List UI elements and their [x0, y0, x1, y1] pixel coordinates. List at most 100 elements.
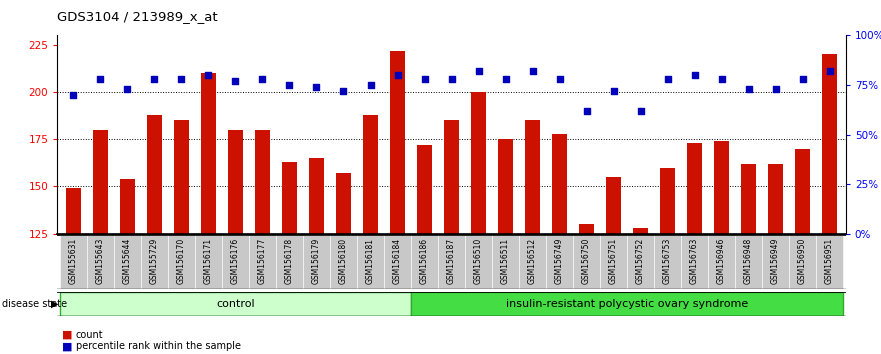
Text: GSM156178: GSM156178: [285, 238, 294, 284]
Bar: [525, 120, 540, 354]
Bar: [309, 158, 324, 354]
Bar: [93, 130, 107, 354]
Point: [121, 86, 135, 92]
Text: GSM155729: GSM155729: [150, 238, 159, 284]
Text: GSM156184: GSM156184: [393, 238, 402, 284]
Bar: [384, 235, 411, 289]
Bar: [579, 224, 594, 354]
Bar: [465, 235, 492, 289]
Bar: [708, 235, 735, 289]
Bar: [735, 235, 762, 289]
Point: [796, 76, 810, 82]
Point: [823, 68, 837, 74]
Text: GSM155631: GSM155631: [69, 238, 78, 284]
Point: [687, 72, 701, 78]
Text: ▶: ▶: [51, 299, 59, 309]
Text: GSM156171: GSM156171: [204, 238, 213, 284]
Text: GSM156186: GSM156186: [420, 238, 429, 284]
Bar: [330, 235, 357, 289]
Point: [606, 88, 620, 94]
Text: GSM155643: GSM155643: [96, 238, 105, 285]
Point: [309, 84, 323, 90]
Bar: [633, 228, 648, 354]
Bar: [228, 130, 243, 354]
Text: GSM156181: GSM156181: [366, 238, 375, 284]
Bar: [762, 235, 789, 289]
Bar: [498, 139, 513, 354]
Bar: [276, 235, 303, 289]
Bar: [303, 235, 330, 289]
Bar: [816, 235, 843, 289]
Bar: [60, 235, 87, 289]
Point: [471, 68, 485, 74]
Bar: [573, 235, 600, 289]
Bar: [606, 177, 621, 354]
Text: GDS3104 / 213989_x_at: GDS3104 / 213989_x_at: [57, 10, 218, 23]
Bar: [417, 145, 432, 354]
Point: [228, 78, 242, 84]
Bar: [789, 235, 816, 289]
Text: GSM156749: GSM156749: [555, 238, 564, 285]
Bar: [201, 73, 216, 354]
Bar: [255, 130, 270, 354]
Text: ■: ■: [62, 341, 72, 351]
Bar: [357, 235, 384, 289]
Bar: [249, 235, 276, 289]
Bar: [660, 167, 675, 354]
Bar: [768, 164, 783, 354]
Text: GSM156763: GSM156763: [690, 238, 699, 285]
Bar: [411, 235, 438, 289]
Text: percentile rank within the sample: percentile rank within the sample: [76, 341, 241, 351]
Bar: [390, 51, 405, 354]
Bar: [141, 235, 168, 289]
Bar: [546, 235, 573, 289]
Bar: [195, 235, 222, 289]
Bar: [444, 120, 459, 354]
Text: GSM156512: GSM156512: [528, 238, 537, 284]
Point: [444, 76, 458, 82]
Text: insulin-resistant polycystic ovary syndrome: insulin-resistant polycystic ovary syndr…: [506, 299, 748, 309]
Point: [525, 68, 539, 74]
Text: GSM156750: GSM156750: [582, 238, 591, 285]
Point: [714, 76, 729, 82]
Point: [552, 76, 566, 82]
Text: GSM156180: GSM156180: [339, 238, 348, 284]
Bar: [168, 235, 195, 289]
Point: [418, 76, 432, 82]
Point: [147, 76, 161, 82]
Text: GSM156177: GSM156177: [258, 238, 267, 284]
Text: GSM156753: GSM156753: [663, 238, 672, 285]
Text: GSM156170: GSM156170: [177, 238, 186, 284]
Point: [633, 108, 648, 114]
Bar: [363, 115, 378, 354]
Point: [66, 92, 80, 98]
Point: [283, 82, 297, 88]
Text: GSM156946: GSM156946: [717, 238, 726, 285]
Bar: [552, 133, 567, 354]
Bar: [411, 292, 843, 316]
Bar: [822, 54, 837, 354]
Bar: [681, 235, 708, 289]
Text: GSM156752: GSM156752: [636, 238, 645, 284]
Bar: [282, 162, 297, 354]
Text: ■: ■: [62, 330, 72, 339]
Text: GSM156948: GSM156948: [744, 238, 753, 284]
Text: GSM156510: GSM156510: [474, 238, 483, 284]
Text: control: control: [216, 299, 255, 309]
Bar: [60, 292, 411, 316]
Point: [255, 76, 270, 82]
Bar: [519, 235, 546, 289]
Bar: [438, 235, 465, 289]
Point: [580, 108, 594, 114]
Point: [174, 76, 189, 82]
Text: GSM156951: GSM156951: [825, 238, 834, 284]
Bar: [87, 235, 114, 289]
Bar: [222, 235, 249, 289]
Point: [390, 72, 404, 78]
Point: [768, 86, 782, 92]
Point: [661, 76, 675, 82]
Bar: [147, 115, 162, 354]
Point: [499, 76, 513, 82]
Bar: [714, 141, 729, 354]
Bar: [174, 120, 189, 354]
